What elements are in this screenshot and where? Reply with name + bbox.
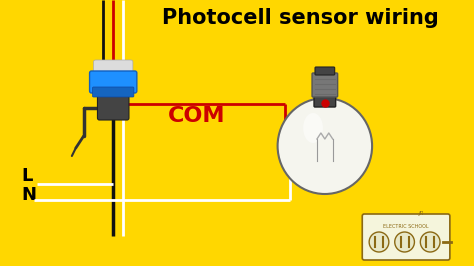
- Ellipse shape: [95, 62, 131, 76]
- Text: Photocell sensor wiring: Photocell sensor wiring: [162, 8, 438, 28]
- Text: ELECTRIC SCHOOL: ELECTRIC SCHOOL: [383, 223, 428, 228]
- FancyBboxPatch shape: [93, 60, 133, 80]
- FancyBboxPatch shape: [90, 71, 137, 93]
- Text: L: L: [22, 167, 33, 185]
- FancyBboxPatch shape: [92, 87, 134, 97]
- FancyBboxPatch shape: [362, 214, 450, 260]
- FancyBboxPatch shape: [315, 67, 335, 75]
- Text: N: N: [22, 186, 36, 204]
- FancyBboxPatch shape: [312, 73, 337, 97]
- Ellipse shape: [303, 113, 323, 143]
- FancyBboxPatch shape: [314, 93, 336, 107]
- Circle shape: [278, 98, 372, 194]
- Circle shape: [420, 232, 440, 252]
- Text: COM: COM: [168, 106, 226, 126]
- Circle shape: [369, 232, 389, 252]
- FancyBboxPatch shape: [98, 90, 129, 120]
- Text: JR: JR: [419, 211, 424, 216]
- Circle shape: [395, 232, 414, 252]
